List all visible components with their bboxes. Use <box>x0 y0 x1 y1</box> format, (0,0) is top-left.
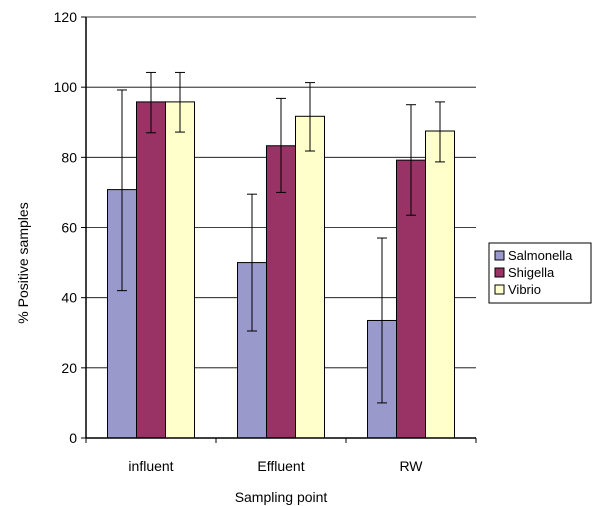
legend-box <box>488 242 592 304</box>
y-tick-label: 120 <box>54 9 78 25</box>
y-tick-label: 60 <box>61 220 77 236</box>
legend-label-shigella: Shigella <box>508 265 555 280</box>
legend-swatch-salmonella <box>494 250 505 261</box>
bar-shigella-effluent <box>266 145 296 439</box>
y-tick-label: 100 <box>54 79 78 95</box>
error-bars <box>117 71 445 404</box>
bar-vibrio-rw <box>425 130 455 439</box>
y-tick-label: 0 <box>69 430 77 446</box>
bar-vibrio-influent <box>165 101 195 439</box>
legend-swatch-vibrio <box>494 284 505 295</box>
x-axis-label: Sampling point <box>235 489 328 505</box>
y-tick-label: 20 <box>61 360 77 376</box>
x-tick-label: Effluent <box>257 458 304 474</box>
legend-label-salmonella: Salmonella <box>508 248 573 263</box>
y-tick-label: 80 <box>61 149 77 165</box>
legend-swatch-shigella <box>494 267 505 278</box>
x-tick-label: influent <box>128 458 173 474</box>
bar-vibrio-effluent <box>295 115 325 439</box>
y-tick-label: 40 <box>61 290 77 306</box>
legend: Salmonella Shigella Vibrio <box>488 242 592 304</box>
legend-label-vibrio: Vibrio <box>508 282 541 297</box>
y-axis-label: % Positive samples <box>15 202 31 323</box>
bar-shigella-influent <box>136 101 166 439</box>
x-tick-label: RW <box>399 458 423 474</box>
axes: 0 20 40 60 80 100 120 influent Effluent RW <box>54 9 477 474</box>
